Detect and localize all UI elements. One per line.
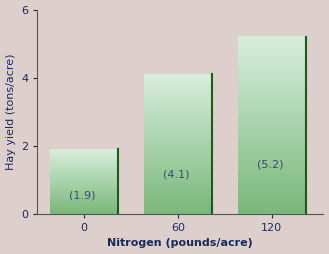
Text: (1.9): (1.9) (69, 191, 95, 201)
Text: (4.1): (4.1) (163, 170, 190, 180)
Y-axis label: Hay yield (tons/acre): Hay yield (tons/acre) (6, 53, 15, 170)
Text: (5.2): (5.2) (257, 159, 283, 169)
X-axis label: Nitrogen (pounds/acre): Nitrogen (pounds/acre) (108, 239, 253, 248)
